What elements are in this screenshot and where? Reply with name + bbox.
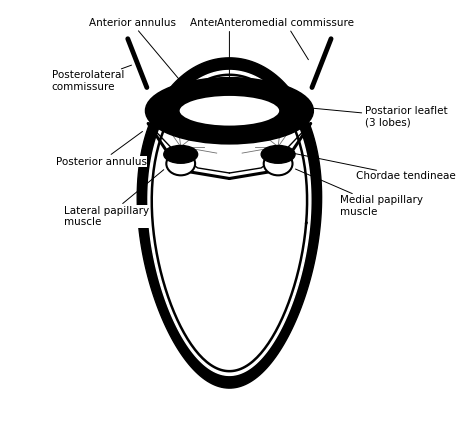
Ellipse shape [179, 95, 280, 127]
Ellipse shape [166, 152, 195, 175]
Ellipse shape [261, 145, 295, 163]
Ellipse shape [147, 79, 312, 142]
Polygon shape [155, 80, 303, 366]
Polygon shape [137, 58, 322, 388]
Ellipse shape [264, 152, 292, 175]
Text: Chordae tendineae: Chordae tendineae [274, 149, 456, 181]
Text: Posterior annulus: Posterior annulus [56, 131, 147, 166]
Text: Posterolateral
commissure: Posterolateral commissure [52, 65, 131, 92]
Text: Postarior leaflet
(3 lobes): Postarior leaflet (3 lobes) [298, 106, 447, 128]
Ellipse shape [164, 145, 198, 163]
Polygon shape [148, 70, 311, 375]
Ellipse shape [164, 88, 295, 134]
Text: Anteromedial commissure: Anteromedial commissure [218, 18, 355, 60]
Text: Medial papillary
muscle: Medial papillary muscle [295, 169, 422, 217]
Text: Anterior annulus: Anterior annulus [89, 18, 190, 92]
Text: Anterior leaflet: Anterior leaflet [190, 18, 269, 89]
Text: Lateral papillary
muscle: Lateral papillary muscle [64, 170, 164, 227]
